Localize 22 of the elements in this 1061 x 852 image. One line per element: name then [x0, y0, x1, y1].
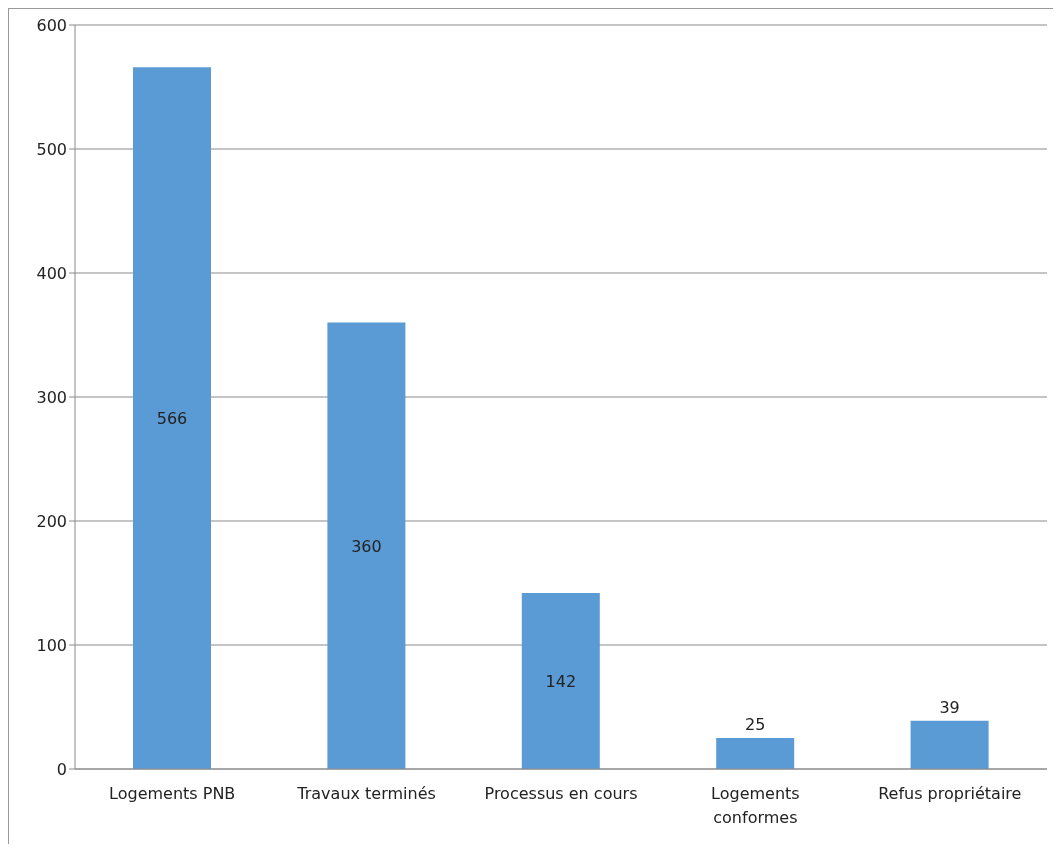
data-label: 566 [156, 409, 188, 429]
data-label: 39 [939, 697, 960, 717]
y-tick-label: 400 [36, 263, 67, 283]
x-tick-label: Logements conformes [711, 784, 800, 827]
y-tick-label: 200 [36, 511, 67, 531]
y-tick-label: 600 [36, 15, 67, 35]
bar [716, 738, 795, 769]
bar [910, 720, 989, 769]
bar [521, 592, 600, 769]
data-label: 360 [351, 536, 382, 556]
bar [133, 67, 211, 769]
y-tick-label: 500 [36, 139, 67, 159]
y-tick-label: 0 [56, 759, 67, 779]
x-tick-label: Travaux terminés [296, 784, 436, 803]
y-tick-label: 300 [36, 387, 67, 407]
x-tick-label: Logements PNB [109, 784, 236, 803]
bar [327, 322, 406, 769]
x-tick-label: Refus propriétaire [878, 784, 1022, 803]
data-label: 25 [745, 715, 766, 734]
data-label: 142 [545, 671, 577, 691]
x-tick-label: Processus en cours [484, 784, 638, 803]
y-tick-label: 100 [36, 635, 67, 655]
